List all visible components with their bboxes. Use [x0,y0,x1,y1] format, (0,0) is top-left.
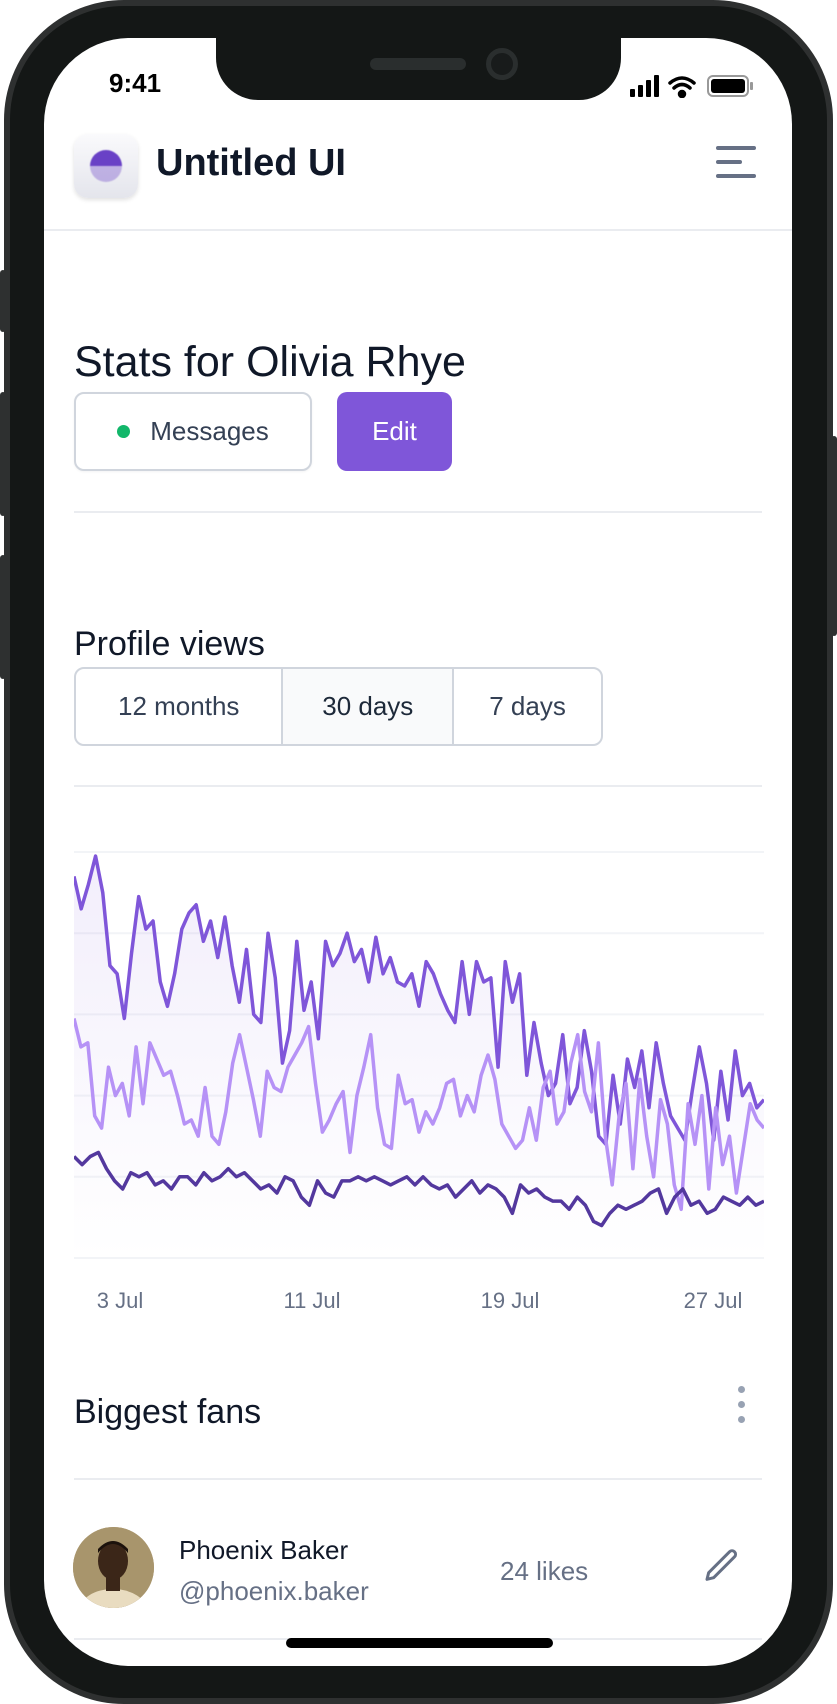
series-line-3 [74,1150,764,1228]
home-indicator[interactable] [286,1638,553,1648]
speaker [370,58,466,70]
kebab-menu-icon[interactable] [734,1386,748,1426]
fan-name[interactable]: Phoenix Baker [179,1535,349,1565]
x-tick-label: 11 Jul [283,1288,341,1313]
chart-top-divider [74,785,762,787]
status-icons [630,75,753,98]
signal-icon [630,75,659,97]
wifi-icon [668,76,696,98]
series-line-2 [74,1018,764,1212]
range-selector: 12 months 30 days 7 days [74,667,603,746]
fan-handle: @phoenix.baker [179,1576,369,1606]
camera [486,48,518,80]
page-title: Stats for Olivia Rhye [74,338,466,386]
series-line-1 [74,854,764,1147]
tab-7-days[interactable]: 7 days [489,691,566,721]
section-divider [74,511,762,513]
tab-30-days[interactable]: 30 days [283,669,455,744]
x-tick-label: 3 Jul [96,1288,144,1313]
x-tick-label: 27 Jul [683,1288,743,1313]
avatar [73,1527,154,1608]
hamburger-menu-icon[interactable] [716,146,758,178]
messages-label: Messages [150,416,269,446]
tab-12-months[interactable]: 12 months [76,669,284,744]
pencil-icon[interactable] [702,1546,742,1586]
screen: 9:41 Untitled UI Stats for Olivia Rhye M… [44,38,792,1666]
online-status-dot [117,425,131,438]
profile-views-title: Profile views [74,625,265,663]
profile-views-chart [74,851,764,1259]
volume-down-button [0,555,6,679]
header-divider [44,229,792,231]
status-time: 9:41 [109,68,162,98]
battery-icon [707,75,753,97]
avatar-portrait [73,1527,154,1608]
mute-switch [0,270,6,332]
fans-divider [74,1478,762,1480]
app-logo[interactable] [74,134,138,198]
volume-up-button [0,392,6,516]
fan-likes: 24 likes [500,1556,589,1586]
messages-button[interactable]: Messages [74,392,312,471]
biggest-fans-title: Biggest fans [74,1393,262,1431]
power-button [831,436,837,636]
x-tick-label: 19 Jul [480,1288,540,1313]
brand-name: Untitled UI [156,142,346,184]
edit-button[interactable]: Edit [337,392,452,471]
